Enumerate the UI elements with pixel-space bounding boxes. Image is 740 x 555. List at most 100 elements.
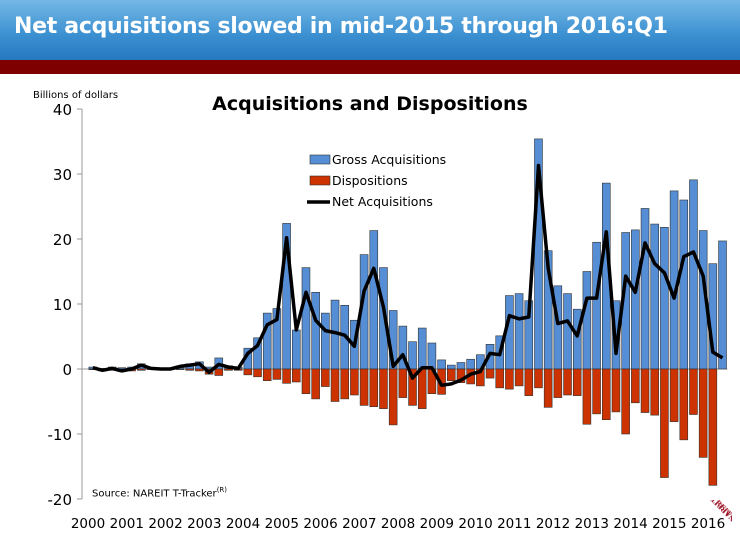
gross-acquisition-bar [631,229,640,370]
x-tick-label: 2004 [226,516,260,532]
gross-acquisition-bar [689,179,698,370]
nareit-logo-icon: REIT NAREIT [708,500,732,523]
disposition-bar [679,368,689,441]
x-tick-label: 2006 [303,516,337,532]
source-superscript: (R) [216,486,228,494]
legend-swatch-dispositions [309,175,331,186]
slide-header: Net acquisitions slowed in mid-2015 thro… [0,0,740,60]
gross-acquisition-bar [447,364,456,370]
disposition-bar [524,368,534,396]
disposition-bar [553,368,563,398]
gross-acquisition-bar [321,312,330,370]
gross-acquisition-bar [563,293,572,370]
disposition-bar [340,368,349,400]
disposition-bar [292,368,301,383]
disposition-bar [495,368,504,389]
disposition-bar [321,368,330,387]
x-tick-label: 2009 [420,516,454,532]
disposition-bar [243,368,253,376]
disposition-bar [388,368,398,426]
disposition-bar [572,368,582,396]
disposition-bar [262,368,272,381]
y-tick-label: 40 [53,101,72,119]
gross-acquisition-bar [679,199,689,370]
gross-acquisition-bar [301,267,311,370]
y-axis-unit-label: Billions of dollars [33,90,119,101]
disposition-bar [640,368,650,413]
disposition-bar [447,368,456,381]
disposition-bar [708,368,718,486]
source-note: Source: NAREIT T-Tracker(R) [92,486,227,499]
x-tick-label: 2007 [342,516,376,532]
gross-acquisition-bar [456,362,466,370]
x-tick-label: 2008 [381,516,415,532]
y-tick-label: -10 [48,426,73,444]
gross-acquisition-bar [408,341,417,370]
disposition-bar [311,368,320,400]
gross-acquisition-bar [592,241,601,370]
gross-acquisition-bar [660,227,669,370]
slide-title: Net acquisitions slowed in mid-2015 thro… [14,14,668,39]
source-text: Source: NAREIT T-Tracker [92,488,217,500]
disposition-bar [698,368,708,458]
disposition-bar [485,368,495,379]
disposition-bar [253,368,262,378]
disposition-bar [330,368,340,402]
gross-acquisition-bar [417,327,427,370]
gross-acquisition-bar [311,291,320,370]
disposition-bar [543,368,553,408]
x-tick-label: 2015 [652,516,686,532]
disposition-bar [592,368,601,415]
legend-swatch-gross [309,154,331,165]
chart-title: Acquisitions and Dispositions [212,93,528,115]
gross-acquisition-bar [427,342,437,370]
gross-acquisition-bar [514,293,524,370]
disposition-bar [563,368,572,396]
svg-text:NAREIT: NAREIT [708,500,732,523]
disposition-bar [398,368,408,398]
disposition-bar [611,368,621,413]
disposition-bar [417,368,427,409]
disposition-bar [195,368,204,372]
disposition-bar [185,368,194,371]
gross-acquisition-bar [650,223,659,370]
disposition-bar [650,368,659,416]
disposition-bar [505,368,514,390]
gross-acquisition-bar [437,359,446,370]
disposition-bar [224,368,233,371]
legend-label-dispositions: Dispositions [332,173,408,188]
disposition-bar [669,368,679,422]
disposition-bar [602,368,611,421]
gross-acquisition-bar [640,208,650,370]
x-tick-label: 2002 [148,516,182,532]
gross-acquisition-bar [292,329,301,370]
y-tick-label: -20 [48,491,73,509]
gross-acquisition-bar [718,240,727,370]
disposition-bar [660,368,669,478]
disposition-bar [272,368,282,380]
x-tick-label: 2003 [187,516,221,532]
disposition-bar [379,368,388,409]
legend-label-gross: Gross Acquisitions [332,152,446,167]
disposition-bar [514,368,524,387]
x-tick-label: 2005 [265,516,299,532]
disposition-bar [301,368,311,395]
header-band [0,60,740,74]
x-tick-label: 2013 [575,516,609,532]
x-tick-label: 2012 [536,516,570,532]
disposition-bar [137,368,146,371]
disposition-bar [408,368,417,406]
disposition-bar [350,368,359,396]
y-tick-label: 10 [53,296,72,314]
disposition-bar [582,368,592,425]
disposition-bar [689,368,698,415]
disposition-bar [359,368,369,406]
disposition-bar [631,368,640,404]
disposition-bar [621,368,630,435]
x-tick-label: 2001 [110,516,144,532]
x-tick-label: 2016 [691,516,725,532]
disposition-bar [369,368,379,408]
disposition-bar [214,368,224,376]
net-acquisitions-line [92,163,724,388]
